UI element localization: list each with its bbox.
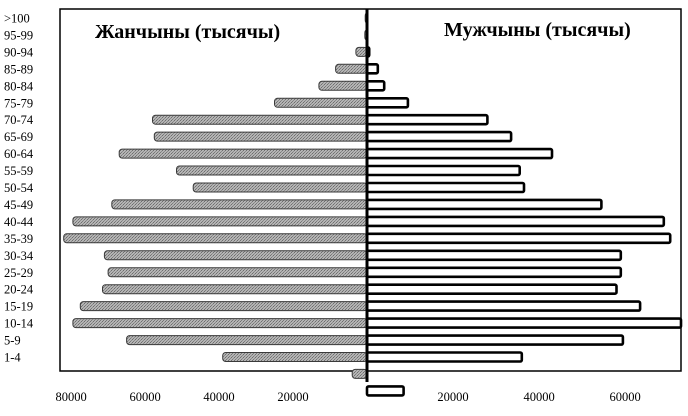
female-bar	[153, 131, 368, 142]
x-tick-label: 60000	[609, 390, 640, 404]
male-bar	[365, 130, 513, 143]
age-group-label: 25-29	[4, 266, 33, 280]
age-group-label: 80-84	[4, 79, 34, 93]
male-bar	[365, 164, 521, 177]
female-bar	[351, 368, 368, 379]
age-group-label: 45-49	[4, 198, 33, 212]
female-bar	[318, 80, 368, 91]
age-group-label: 50-54	[4, 181, 34, 195]
female-bar	[72, 318, 368, 329]
female-bar	[72, 216, 368, 227]
male-bar	[365, 198, 603, 211]
male-bar	[365, 334, 625, 346]
male-bar	[365, 283, 618, 296]
age-group-label: 35-39	[4, 232, 33, 246]
female-bar	[103, 250, 368, 261]
female-bar	[176, 165, 368, 176]
female-bar	[107, 267, 368, 278]
age-group-label: 5-9	[4, 334, 21, 348]
female-bar	[335, 63, 368, 74]
male-bar	[365, 147, 554, 160]
age-group-label: 20-24	[4, 283, 34, 297]
male-bar	[365, 266, 623, 279]
age-group-label: >100	[4, 12, 30, 26]
female-bar	[274, 97, 368, 108]
age-group-label: 30-34	[4, 249, 34, 263]
male-bar	[365, 351, 524, 363]
x-tick-label: 20000	[437, 390, 468, 404]
age-group-label: 75-79	[4, 96, 33, 110]
female-bar	[111, 199, 368, 210]
age-group-label: 65-69	[4, 130, 33, 144]
male-bar	[365, 63, 380, 75]
male-bar	[365, 97, 410, 109]
male-bar	[365, 215, 666, 228]
age-group-label: 15-19	[4, 300, 33, 314]
x-tick-label: 20000	[277, 390, 308, 404]
male-bar	[365, 181, 526, 194]
age-labels: >100 95-99 90-94 85-89 80-84 75-79 70-74 65-69 6…	[4, 12, 34, 365]
age-group-label: 90-94	[4, 45, 34, 59]
age-group-label: 60-64	[4, 147, 34, 161]
age-group-label: 95-99	[4, 29, 33, 43]
female-bar	[355, 46, 368, 57]
male-bar	[365, 249, 623, 262]
x-tick-label: 40000	[523, 390, 554, 404]
female-bar	[102, 284, 368, 295]
age-group-label: 70-74	[4, 113, 34, 127]
age-group-label: 40-44	[4, 215, 34, 229]
x-tick-labels: 80000 60000 40000 20000 20000 40000 60000	[55, 390, 640, 404]
age-group-label: 10-14	[4, 317, 34, 331]
male-bar	[365, 80, 386, 92]
female-bar	[152, 114, 368, 125]
x-tick-label: 60000	[129, 390, 160, 404]
female-bar	[79, 301, 368, 312]
female-bar	[192, 182, 368, 193]
female-series-title: Жанчыны (тысячы)	[95, 21, 280, 43]
female-bar	[126, 335, 368, 346]
x-tick-label: 80000	[55, 390, 86, 404]
male-bar	[365, 385, 405, 397]
male-bar	[365, 317, 683, 329]
female-bar	[118, 148, 368, 159]
age-group-label: 85-89	[4, 62, 33, 76]
female-bar	[63, 233, 368, 244]
age-group-label: 1-4	[4, 351, 21, 365]
female-bar	[222, 352, 368, 362]
male-series-title: Мужчыны (тысячы)	[444, 19, 631, 41]
x-tick-label: 40000	[203, 390, 234, 404]
male-bar	[365, 232, 672, 245]
age-group-label: 55-59	[4, 164, 33, 178]
male-bar	[365, 113, 489, 126]
male-bar	[365, 300, 642, 312]
